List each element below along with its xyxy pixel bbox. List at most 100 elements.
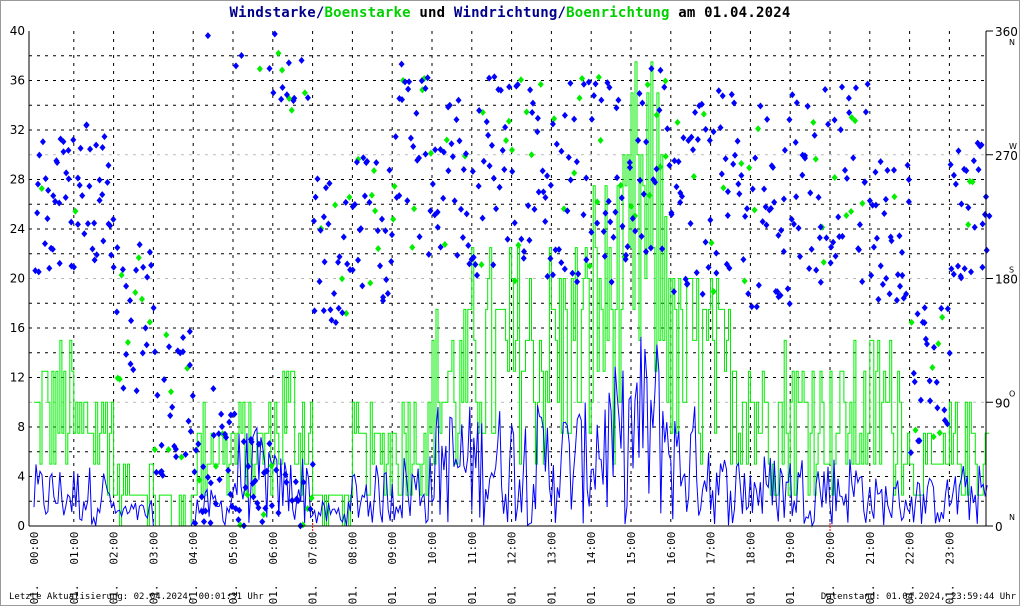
wind-direction-point [382,227,389,235]
series-boenstarke [34,61,990,527]
wind-direction-point [44,215,51,223]
wind-direction-point [705,263,712,271]
wind-direction-point [192,519,199,527]
wind-direction-point [173,453,180,461]
wind-direction-point [490,174,497,182]
wind-direction-point [210,385,217,393]
wind-direction-point [958,200,965,208]
wind-direction-point [496,183,503,191]
wind-direction-point [764,115,771,123]
gust-direction-point [132,289,139,297]
wind-direction-point [544,172,551,180]
wind-direction-point [415,154,422,162]
gust-direction-point [586,262,593,270]
wind-direction-point [632,227,639,235]
wind-direction-point [875,295,882,303]
wind-direction-point [832,252,839,260]
wind-direction-point [592,80,599,88]
right-tick-label: 360 [995,25,1018,39]
wind-direction-point [437,243,444,251]
wind-direction-point [317,226,324,234]
wind-direction-point [311,307,318,315]
wind-direction-point [219,423,226,431]
gust-direction-point [38,185,45,193]
wind-direction-point [710,128,717,136]
wind-direction-point [702,238,709,246]
gust-direction-point [256,65,263,73]
wind-direction-point [879,280,886,288]
wind-direction-point [979,263,986,271]
gust-direction-point [617,181,624,189]
wind-direction-point [282,471,289,479]
wind-direction-point [349,266,356,274]
wind-direction-point [65,146,72,154]
gust-direction-point [390,215,397,223]
wind-direction-point [888,237,895,245]
left-tick-label: 0 [17,519,25,533]
wind-direction-point [899,271,906,279]
gust-direction-point [930,433,937,441]
wind-direction-point [740,256,747,264]
wind-direction-point [68,218,75,226]
gust-direction-point [644,81,651,89]
gust-direction-point [167,388,174,396]
gust-direction-point [738,160,745,168]
wind-direction-point [916,437,923,445]
wind-direction-point [502,123,509,131]
wind-direction-point [855,246,862,254]
wind-direction-point [86,182,93,190]
gust-direction-point [511,277,518,285]
wind-direction-point [903,290,910,298]
x-tick-label: 01. 13:00 [545,532,558,605]
wind-direction-point [316,278,323,286]
wind-direction-point [486,162,493,170]
wind-direction-point [388,257,395,265]
wind-direction-point [529,99,536,107]
wind-direction-point [789,91,796,99]
gust-direction-point [597,136,604,144]
wind-direction-point [707,216,714,224]
wind-direction-point [961,265,968,273]
wind-direction-point [613,104,620,112]
wind-direction-point [817,223,824,231]
direction-label: S [1009,266,1014,275]
gust-direction-point [339,275,346,283]
wind-direction-point [859,278,866,286]
direction-label: W [1009,142,1017,151]
wind-direction-point [792,138,799,146]
gust-direction-point [279,66,286,74]
wind-direction-point [273,466,280,474]
gust-direction-point [178,453,185,461]
wind-direction-point [232,62,239,70]
title-boenrichtung: Boenrichtung [566,5,670,21]
x-tick-label: 01. 14:00 [585,532,598,605]
gust-direction-point [505,117,512,125]
wind-direction-point [335,258,342,266]
gust-line [34,61,990,527]
wind-direction-point [458,205,465,213]
gust-direction-point [391,182,398,190]
wind-direction-point [446,101,453,109]
wind-direction-point [539,167,546,175]
wind-direction-point [99,144,106,152]
wind-direction-point [398,60,405,68]
wind-direction-point [648,65,655,73]
wind-direction-point [340,233,347,241]
wind-direction-point [693,269,700,277]
wind-direction-point [680,134,687,142]
wind-direction-point [399,96,406,104]
gust-direction-point [708,239,715,247]
wind-direction-point [105,161,112,169]
gust-direction-point [576,94,583,102]
wind-direction-point [404,197,411,205]
wind-direction-point [637,176,644,184]
wind-direction-point [547,181,554,189]
wind-direction-point [283,478,290,486]
wind-direction-point [941,406,948,414]
wind-direction-point [335,304,342,312]
gust-direction-point [165,446,172,454]
wind-direction-point [255,440,262,448]
wind-direction-point [850,154,857,162]
wind-direction-point [79,192,86,200]
wind-direction-point [130,366,137,374]
